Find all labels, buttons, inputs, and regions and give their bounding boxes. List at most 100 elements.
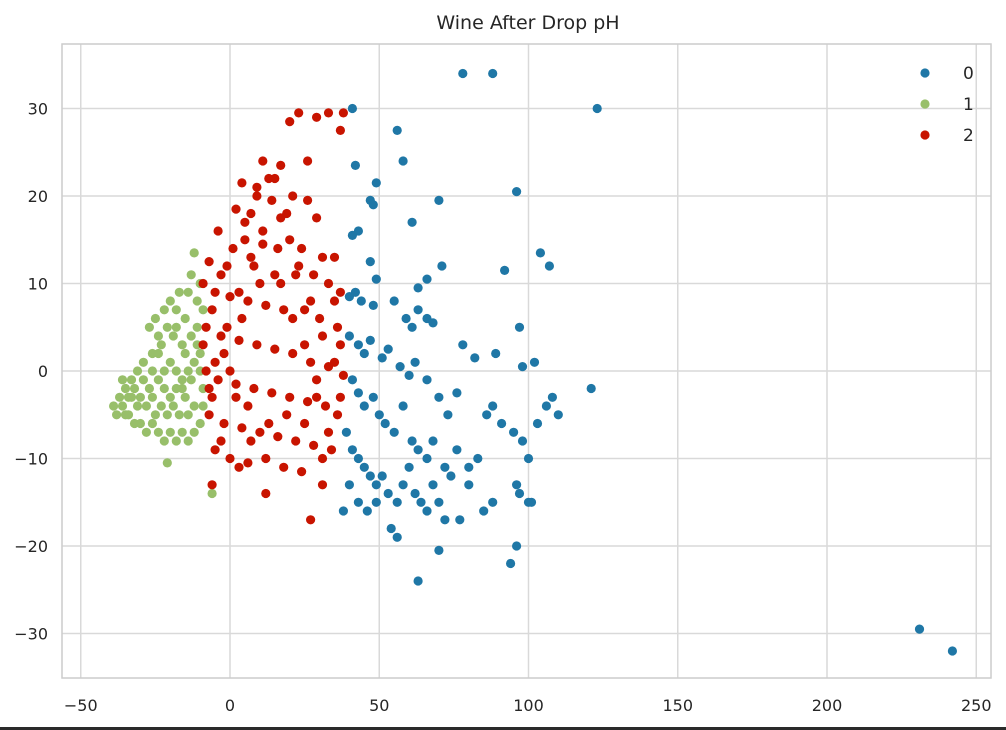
point-series-2 xyxy=(216,270,226,280)
point-series-0 xyxy=(511,541,522,551)
point-series-0 xyxy=(470,353,480,363)
point-series-2 xyxy=(204,383,214,394)
point-series-2 xyxy=(312,375,322,385)
point-series-2 xyxy=(323,427,334,437)
point-series-2 xyxy=(219,348,229,359)
point-series-0 xyxy=(371,497,381,507)
point-series-0 xyxy=(407,217,417,227)
point-series-0 xyxy=(535,248,546,258)
point-series-2 xyxy=(288,191,298,201)
point-series-1 xyxy=(117,401,128,411)
point-series-2 xyxy=(249,383,259,394)
point-series-2 xyxy=(300,418,310,429)
point-series-0 xyxy=(407,436,417,446)
point-series-0 xyxy=(371,178,381,188)
point-series-2 xyxy=(270,270,280,280)
point-series-0 xyxy=(344,331,354,341)
point-series-0 xyxy=(440,515,450,525)
point-series-2 xyxy=(320,401,331,411)
point-series-2 xyxy=(317,252,328,262)
point-series-2 xyxy=(300,340,310,350)
legend-label-0: 0 xyxy=(963,64,974,84)
x-tick-label: −50 xyxy=(64,696,98,715)
point-series-2 xyxy=(306,515,316,525)
point-series-2 xyxy=(332,410,343,420)
point-series-0 xyxy=(434,497,444,507)
point-series-2 xyxy=(234,335,244,345)
point-series-0 xyxy=(428,436,438,446)
point-series-1 xyxy=(138,357,148,367)
point-series-0 xyxy=(407,322,417,332)
point-series-0 xyxy=(374,410,384,420)
x-tick-label: 250 xyxy=(961,696,992,715)
point-series-2 xyxy=(323,278,334,289)
point-series-2 xyxy=(243,401,253,411)
point-series-0 xyxy=(398,401,408,411)
point-series-0 xyxy=(479,506,489,516)
x-tick-label: 50 xyxy=(369,696,389,715)
point-series-0 xyxy=(434,545,444,556)
point-series-2 xyxy=(258,226,268,236)
point-series-2 xyxy=(225,366,235,376)
point-series-1 xyxy=(171,436,181,446)
point-series-0 xyxy=(482,410,492,420)
point-series-2 xyxy=(228,243,238,254)
point-series-2 xyxy=(255,427,265,437)
point-series-0 xyxy=(353,340,363,350)
point-series-2 xyxy=(210,445,220,455)
point-series-2 xyxy=(317,331,328,341)
point-series-0 xyxy=(377,471,387,481)
point-series-0 xyxy=(541,401,552,411)
x-tick-label: 0 xyxy=(225,696,235,715)
point-series-0 xyxy=(341,427,351,437)
point-series-0 xyxy=(368,300,378,310)
point-series-0 xyxy=(365,335,375,345)
point-series-0 xyxy=(350,160,360,170)
series-1 xyxy=(109,248,217,499)
point-series-1 xyxy=(144,322,154,332)
point-series-2 xyxy=(255,278,265,289)
point-series-2 xyxy=(270,344,280,354)
point-series-1 xyxy=(192,296,202,306)
point-series-2 xyxy=(306,357,316,367)
point-series-1 xyxy=(180,348,190,359)
point-series-2 xyxy=(294,261,304,271)
point-series-0 xyxy=(511,480,522,490)
point-series-1 xyxy=(132,366,143,376)
point-series-0 xyxy=(359,348,369,359)
point-series-2 xyxy=(329,357,340,367)
point-series-2 xyxy=(237,423,247,433)
point-series-0 xyxy=(359,401,369,411)
point-series-1 xyxy=(120,410,131,420)
point-series-0 xyxy=(344,480,354,490)
point-series-2 xyxy=(309,270,319,280)
point-series-2 xyxy=(213,375,223,385)
point-series-0 xyxy=(392,532,402,542)
y-tick-label: 10 xyxy=(28,275,48,294)
point-series-2 xyxy=(329,296,340,306)
point-series-0 xyxy=(511,187,522,197)
point-series-2 xyxy=(234,287,244,297)
point-series-0 xyxy=(389,427,399,437)
point-series-2 xyxy=(261,488,271,499)
point-series-2 xyxy=(300,305,310,315)
point-series-2 xyxy=(234,462,244,472)
point-series-0 xyxy=(413,283,423,293)
point-series-2 xyxy=(297,467,307,477)
point-series-0 xyxy=(356,296,366,306)
point-series-2 xyxy=(231,379,241,389)
point-series-0 xyxy=(440,462,450,472)
point-series-1 xyxy=(186,375,196,385)
point-series-2 xyxy=(338,370,348,380)
point-series-1 xyxy=(159,436,169,446)
point-series-0 xyxy=(383,488,393,499)
point-series-1 xyxy=(177,340,187,350)
point-series-1 xyxy=(141,427,151,437)
point-series-1 xyxy=(117,375,128,385)
series-2 xyxy=(198,108,348,525)
point-series-0 xyxy=(422,453,432,464)
point-series-1 xyxy=(171,305,181,315)
point-series-2 xyxy=(201,366,211,376)
tick-labels: −50 0 50 100 150 200 250 −30 −20 −10 0 10 20 30 xyxy=(14,100,991,716)
point-series-0 xyxy=(380,418,390,429)
